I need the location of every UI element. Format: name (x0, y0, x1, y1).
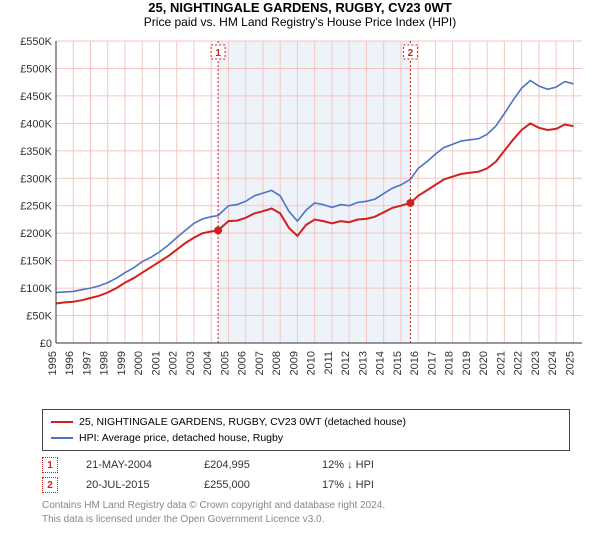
x-tick-label: 2003 (185, 351, 197, 375)
legend-label: 25, NIGHTINGALE GARDENS, RUGBY, CV23 0WT… (79, 416, 406, 428)
footer-attribution: Contains HM Land Registry data © Crown c… (42, 499, 570, 526)
y-tick-label: £450K (20, 91, 52, 103)
legend-swatch (51, 437, 73, 439)
sale-row-pct: 12% ↓ HPI (322, 459, 374, 471)
x-tick-label: 2024 (547, 351, 559, 375)
y-tick-label: £150K (20, 256, 52, 268)
sale-marker-num: 2 (408, 48, 414, 59)
x-tick-label: 2023 (530, 351, 542, 375)
y-tick-label: £250K (20, 201, 52, 213)
price-chart: 1 2 £0 £50K £100K £150K £200K £250K £300K £350K £4… (10, 33, 590, 403)
sale-row: 1 21-MAY-2004 £204,995 12% ↓ HPI (42, 455, 570, 475)
x-tick-label: 2004 (202, 351, 214, 375)
x-tick-label: 2015 (392, 351, 404, 375)
x-tick-label: 2018 (444, 351, 456, 375)
sale-row-date: 21-MAY-2004 (86, 459, 176, 471)
sale-row-num: 1 (42, 457, 58, 473)
x-tick-label: 2021 (495, 351, 507, 375)
x-tick-label: 2022 (513, 351, 525, 375)
x-tick-label: 2013 (357, 351, 369, 375)
y-tick-label: £200K (20, 228, 52, 240)
y-tick-label: £350K (20, 146, 52, 158)
y-tick-label: £500K (20, 63, 52, 75)
sale-row-date: 20-JUL-2015 (86, 479, 176, 491)
x-tick-label: 2008 (271, 351, 283, 375)
y-tick-label: £0 (40, 338, 52, 350)
sale-row-num: 2 (42, 477, 58, 493)
x-tick-label: 1995 (47, 351, 59, 375)
sale-row-pct: 17% ↓ HPI (322, 479, 374, 491)
page-subtitle: Price paid vs. HM Land Registry's House … (0, 15, 600, 29)
legend-swatch (51, 421, 73, 423)
sale-marker-dot (214, 226, 222, 234)
page-title: 25, NIGHTINGALE GARDENS, RUGBY, CV23 0WT (0, 0, 600, 15)
x-tick-label: 2016 (409, 351, 421, 375)
y-tick-label: £300K (20, 173, 52, 185)
x-tick-label: 1997 (81, 351, 93, 375)
sale-marker-dot (406, 199, 414, 207)
sales-table: 1 21-MAY-2004 £204,995 12% ↓ HPI 2 20-JUL-201… (42, 455, 570, 495)
footer-line-2: This data is licensed under the Open Gov… (42, 513, 570, 527)
legend-row: HPI: Average price, detached house, Rugb… (51, 430, 561, 446)
x-tick-label: 2014 (375, 351, 387, 375)
x-tick-label: 1998 (99, 351, 111, 375)
x-tick-label: 2000 (133, 351, 145, 375)
sale-row-price: £255,000 (204, 479, 294, 491)
x-tick-label: 2025 (564, 351, 576, 375)
x-tick-label: 2002 (168, 351, 180, 375)
x-tick-label: 2005 (219, 351, 231, 375)
x-tick-label: 2011 (323, 351, 335, 375)
y-tick-label: £50K (26, 311, 52, 323)
x-tick-label: 2019 (461, 351, 473, 375)
x-tick-label: 2010 (306, 351, 318, 375)
sale-marker-num: 1 (215, 48, 221, 59)
legend: 25, NIGHTINGALE GARDENS, RUGBY, CV23 0WT… (42, 409, 570, 451)
x-tick-label: 2020 (478, 351, 490, 375)
y-tick-label: £550K (20, 36, 52, 48)
legend-row: 25, NIGHTINGALE GARDENS, RUGBY, CV23 0WT… (51, 414, 561, 430)
x-tick-label: 2017 (426, 351, 438, 375)
y-tick-label: £100K (20, 283, 52, 295)
y-tick-label: £400K (20, 118, 52, 130)
sale-row-price: £204,995 (204, 459, 294, 471)
x-tick-label: 2007 (254, 351, 266, 375)
footer-line-1: Contains HM Land Registry data © Crown c… (42, 499, 570, 513)
x-tick-label: 1996 (64, 351, 76, 375)
sale-row: 2 20-JUL-2015 £255,000 17% ↓ HPI (42, 475, 570, 495)
x-tick-label: 2006 (237, 351, 249, 375)
x-tick-label: 2009 (288, 351, 300, 375)
x-tick-label: 2012 (340, 351, 352, 375)
x-tick-label: 2001 (150, 351, 162, 375)
x-tick-label: 1999 (116, 351, 128, 375)
legend-label: HPI: Average price, detached house, Rugb… (79, 432, 283, 444)
